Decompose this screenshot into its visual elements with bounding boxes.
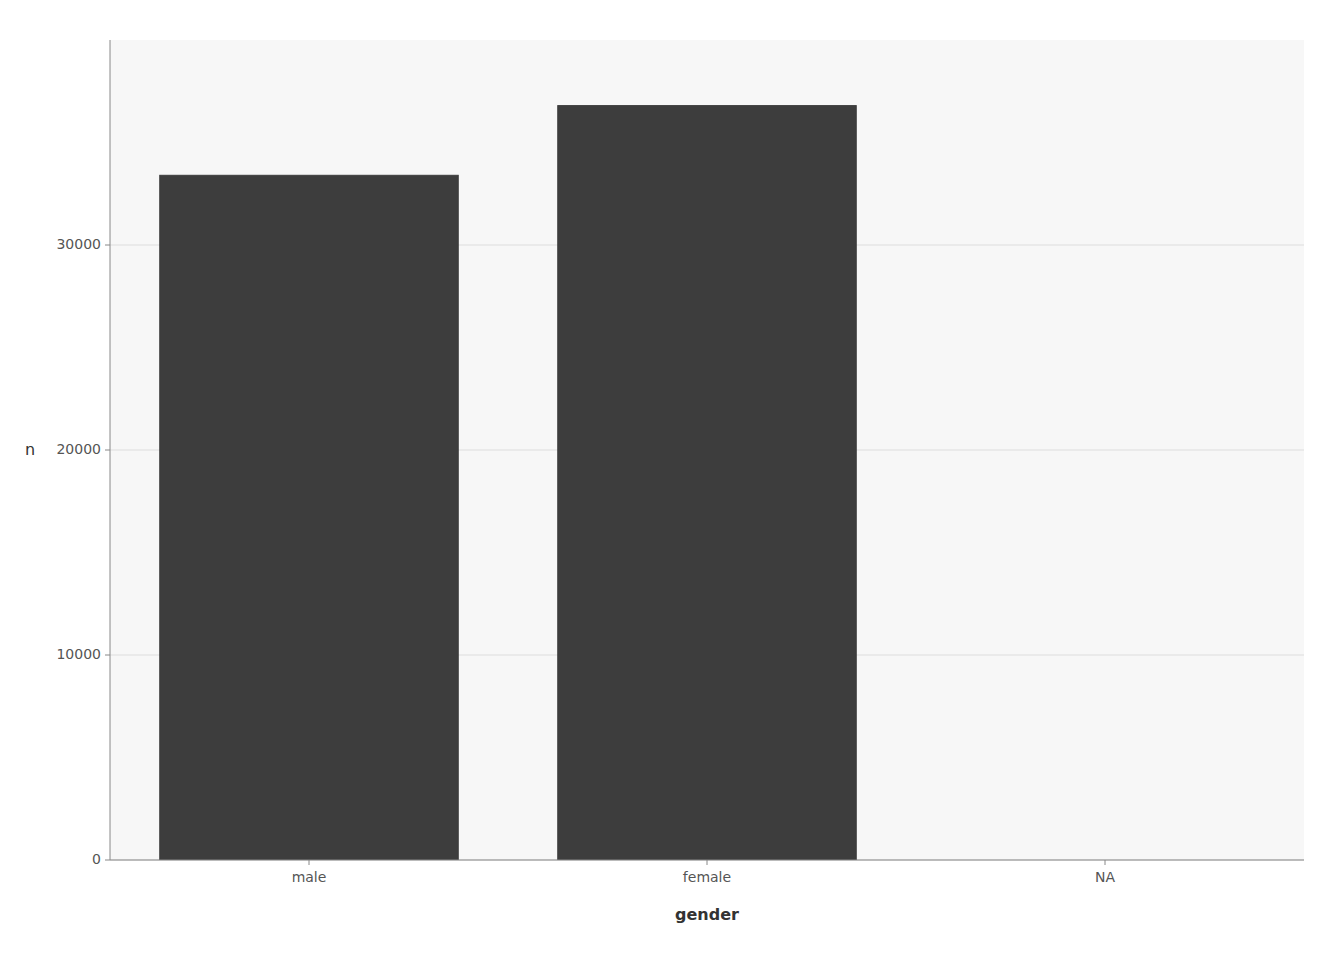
y-axis-title: n bbox=[25, 440, 35, 459]
bar bbox=[558, 106, 857, 860]
y-tick bbox=[105, 450, 110, 451]
chart-container: 0 10000 20000 30000 male female NA gender n bbox=[0, 0, 1344, 960]
bars bbox=[160, 106, 857, 860]
x-tick bbox=[707, 860, 708, 865]
y-tick-label: 0 bbox=[92, 851, 101, 867]
y-tick-label: 20000 bbox=[56, 441, 101, 457]
x-tick bbox=[309, 860, 310, 865]
chart-svg: 0 10000 20000 30000 male female NA gender n bbox=[0, 0, 1344, 960]
x-tick-label: NA bbox=[1095, 869, 1115, 885]
y-tick bbox=[105, 245, 110, 246]
y-tick-label: 10000 bbox=[56, 646, 101, 662]
y-tick bbox=[105, 860, 110, 861]
y-tick bbox=[105, 655, 110, 656]
x-tick-label: female bbox=[683, 869, 731, 885]
plot-area bbox=[110, 40, 1304, 860]
y-axis-line bbox=[110, 40, 111, 860]
x-tick bbox=[1105, 860, 1106, 865]
bar bbox=[160, 175, 459, 860]
x-tick-label: male bbox=[292, 869, 327, 885]
x-axis-title: gender bbox=[675, 905, 739, 924]
y-tick-label: 30000 bbox=[56, 236, 101, 252]
